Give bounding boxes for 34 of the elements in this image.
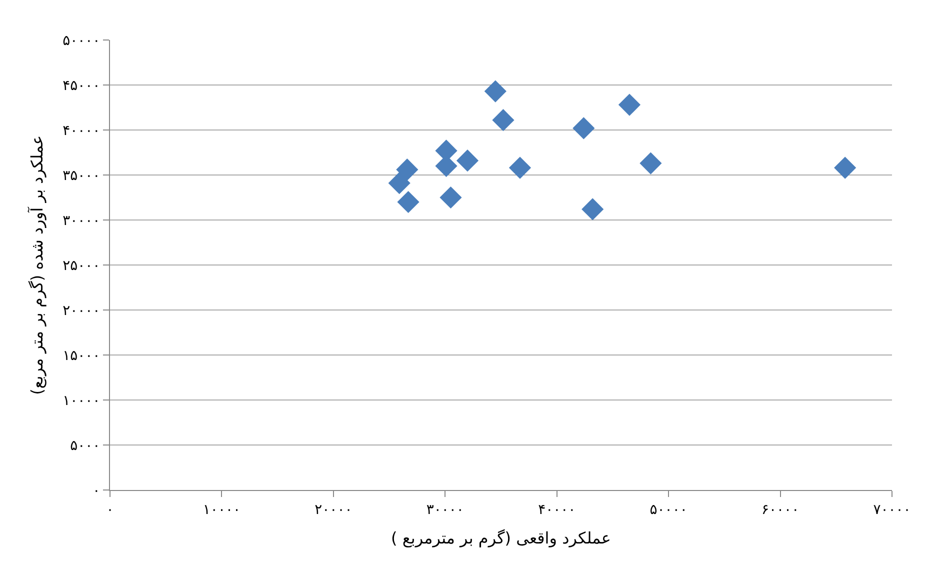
point: [834, 156, 856, 179]
x-axis-title: عملکرد واقعی (گرم بر مترمربع ): [391, 528, 611, 548]
y-tick-label: ۵۰۰۰۰: [62, 32, 100, 49]
point: [492, 109, 514, 132]
point: [440, 186, 462, 209]
point: [572, 117, 595, 140]
y-tick-label: ۲۵۰۰۰: [62, 258, 100, 274]
x-tick-label: ۵۰۰۰۰: [650, 502, 688, 518]
point: [640, 152, 662, 174]
point: [582, 198, 604, 220]
y-tick-label: ۳۵۰۰۰: [62, 168, 100, 184]
x-tick-label: ۳۰۰۰۰: [426, 502, 464, 518]
y-tick-label: ۳۰۰۰۰: [62, 212, 100, 229]
x-tick-label: ۴۰۰۰۰: [538, 502, 576, 518]
x-tick-label: ۲۰۰۰۰: [314, 502, 352, 518]
point: [618, 94, 641, 116]
y-tick-label: ۰: [92, 482, 100, 499]
y-tick-label: ۵۰۰۰: [70, 438, 100, 454]
point: [396, 158, 418, 181]
point: [388, 172, 410, 194]
y-tick-label: ۴۰۰۰۰: [62, 122, 100, 139]
point: [508, 156, 532, 179]
y-tick-label: ۱۰۰۰۰: [62, 392, 100, 409]
x-tick-label: ۷۰۰۰۰: [873, 502, 911, 518]
point: [456, 150, 479, 172]
y-tick-label: ۲۰۰۰۰: [62, 302, 100, 319]
x-tick-label: ۱۰۰۰۰: [202, 502, 241, 518]
point: [397, 190, 420, 214]
y-tick-label: ۴۵۰۰۰: [62, 78, 100, 94]
x-tick-label: ۰: [106, 502, 114, 518]
x-tick-label: ۶۰۰۰۰: [761, 502, 800, 518]
y-tick-label: ۱۵۰۰۰: [62, 348, 100, 364]
y-axis-title: عملکرد بر آورد شده (گرم بر متر مربع): [26, 135, 46, 395]
point: [484, 80, 506, 102]
